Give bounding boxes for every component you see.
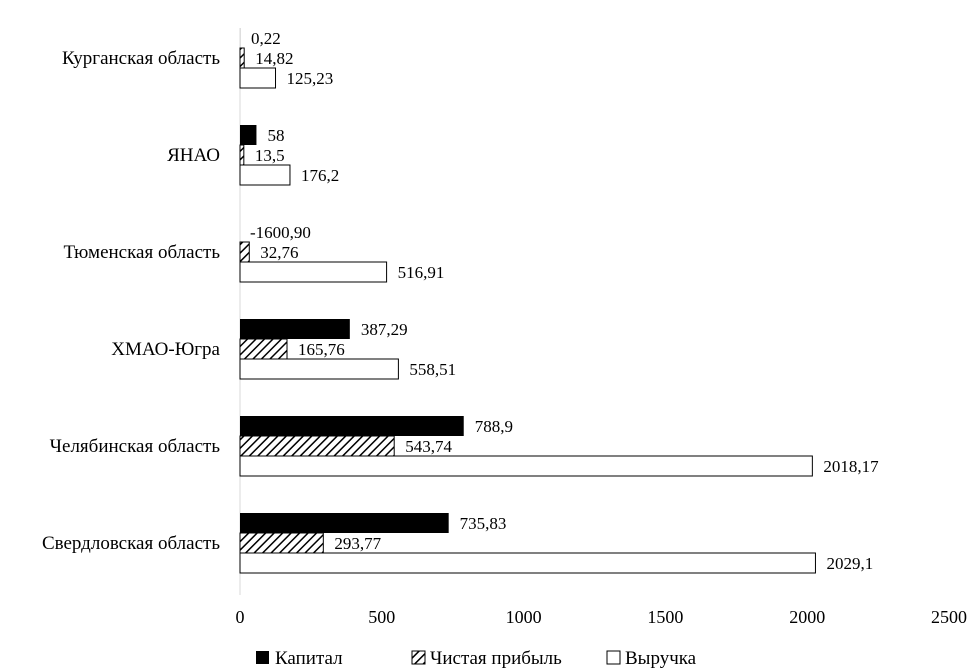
data-label-выручка: 125,23 xyxy=(287,69,334,88)
data-label-чистая-прибыль: 14,82 xyxy=(255,49,293,68)
category-label: Тюменская область xyxy=(63,242,220,263)
data-label-чистая-прибыль: 543,74 xyxy=(405,437,452,456)
legend-label-чистая-прибыль: Чистая прибыль xyxy=(430,648,562,668)
x-tick-label: 1500 xyxy=(647,607,683,627)
bar-чистая-прибыль xyxy=(239,241,250,263)
legend-swatch-капитал xyxy=(256,651,269,664)
bar-выручка xyxy=(239,455,813,477)
legend-label-выручка: Выручка xyxy=(625,648,697,668)
bar-капитал xyxy=(240,125,257,145)
bar-капитал xyxy=(240,416,464,436)
data-label-выручка: 176,2 xyxy=(301,166,339,185)
bar-выручка xyxy=(239,261,388,283)
category-label: ЯНАО xyxy=(167,145,220,166)
bar-выручка xyxy=(239,358,399,380)
legend-swatch-выручка xyxy=(606,650,621,665)
data-label-капитал: -1600,90 xyxy=(250,223,311,242)
x-tick-label: 2000 xyxy=(789,607,825,627)
data-label-выручка: 2018,17 xyxy=(823,457,879,476)
data-label-чистая-прибыль: 293,77 xyxy=(334,534,381,553)
data-label-чистая-прибыль: 13,5 xyxy=(255,146,285,165)
data-label-выручка: 2029,1 xyxy=(826,554,873,573)
category-label: Челябинская область xyxy=(50,436,221,457)
bar-чистая-прибыль xyxy=(239,338,288,360)
x-tick-label: 500 xyxy=(368,607,395,627)
bar-выручка xyxy=(239,552,816,574)
x-tick-label: 1000 xyxy=(506,607,542,627)
data-label-выручка: 516,91 xyxy=(398,263,445,282)
legend-swatch-чистая-прибыль xyxy=(411,650,426,665)
category-label: Свердловская область xyxy=(42,533,220,554)
data-label-капитал: 788,9 xyxy=(475,417,513,436)
bar-чистая-прибыль xyxy=(239,435,395,457)
data-label-чистая-прибыль: 32,76 xyxy=(260,243,298,262)
bar-капитал xyxy=(240,319,350,339)
category-label: Курганская область xyxy=(62,48,220,69)
bar-чистая-прибыль xyxy=(239,47,245,69)
legend-label-капитал: Капитал xyxy=(275,648,343,668)
data-label-капитал: 0,22 xyxy=(251,29,281,48)
data-label-капитал: 735,83 xyxy=(460,514,507,533)
bar-чистая-прибыль xyxy=(239,532,324,554)
data-label-чистая-прибыль: 165,76 xyxy=(298,340,345,359)
x-tick-label: 2500 xyxy=(931,607,967,627)
bar-выручка xyxy=(239,67,277,89)
x-tick-label: 0 xyxy=(236,607,245,627)
bar-капитал xyxy=(240,513,449,533)
bar-выручка xyxy=(239,164,291,186)
data-label-капитал: 387,29 xyxy=(361,320,408,339)
category-label: ХМАО-Югра xyxy=(111,339,220,360)
data-label-капитал: 58 xyxy=(267,126,284,145)
data-label-выручка: 558,51 xyxy=(409,360,456,379)
bar-чистая-прибыль xyxy=(239,144,245,166)
